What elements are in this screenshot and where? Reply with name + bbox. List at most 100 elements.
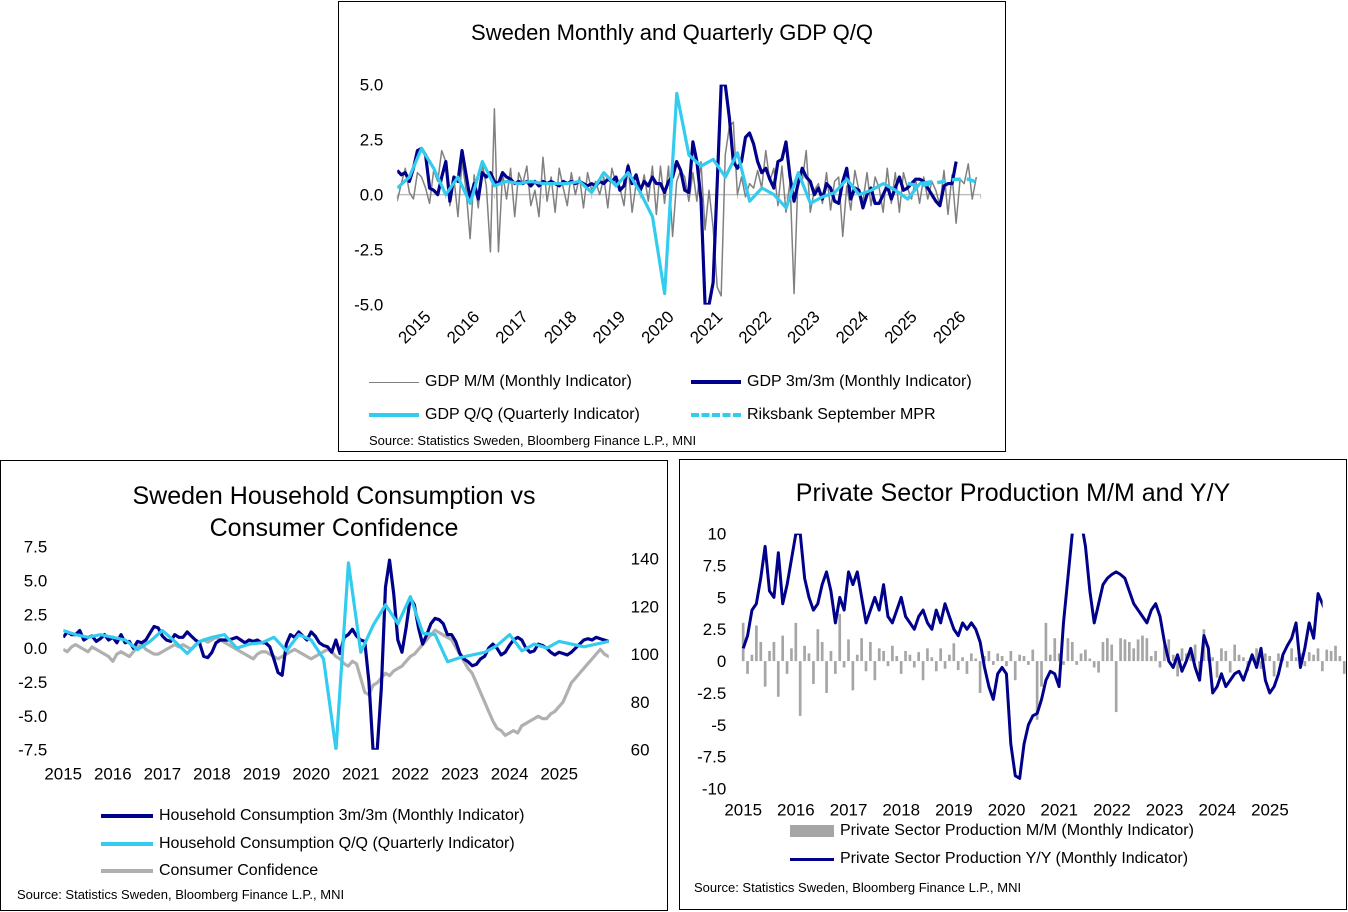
bar-production-mm — [912, 661, 916, 668]
bar-production-mm — [948, 654, 951, 662]
bar-production-mm — [1290, 648, 1293, 662]
legend-label: GDP Q/Q (Quarterly Indicator) — [425, 406, 640, 423]
bar-production-mm — [1110, 644, 1114, 662]
bar-production-mm — [1171, 654, 1175, 662]
bar-production-mm — [1101, 641, 1105, 662]
legend-riksbank: Riksbank September MPR — [691, 406, 936, 424]
bar-production-mm — [772, 641, 776, 662]
bar-production-mm — [939, 648, 943, 662]
bar-production-mm — [1062, 661, 1065, 665]
x-tick-label: 2022 — [735, 307, 775, 347]
x-tick-label: 2020 — [988, 800, 1026, 819]
bar-production-mm — [904, 650, 907, 662]
x-tick-label: 2020 — [292, 765, 330, 784]
x-tick-label: 2017 — [830, 800, 868, 819]
y-tick-label: 5 — [717, 588, 726, 607]
bar-production-mm — [829, 650, 833, 662]
legend-confidence: Consumer Confidence — [101, 862, 318, 880]
series-gdp-mm — [397, 108, 978, 297]
x-tick-label: 2016 — [777, 800, 815, 819]
bar-production-mm — [1136, 639, 1140, 662]
bar-production-mm — [974, 658, 978, 662]
y-tick-label: -10 — [702, 780, 726, 799]
bar-production-mm — [1119, 638, 1122, 662]
consumption-title-line-2: Consumer Confidence — [209, 514, 459, 542]
bar-production-mm — [1145, 638, 1149, 662]
bar-production-mm — [1167, 639, 1171, 662]
x-tick-label: 2025 — [540, 765, 578, 784]
legend-swatch — [691, 413, 741, 417]
y-left-tick-label: 0.0 — [24, 639, 48, 658]
bar-production-mm — [1342, 661, 1346, 674]
y-tick-label: 2.5 — [703, 620, 727, 639]
legend-swatch — [101, 869, 153, 873]
bar-production-mm — [785, 661, 789, 674]
bar-production-mm — [899, 661, 903, 674]
bar-production-mm — [1285, 661, 1289, 668]
x-tick-label: 2015 — [44, 765, 82, 784]
series-gdp-qq — [397, 91, 933, 296]
bar-production-mm — [1027, 661, 1030, 665]
x-tick-label: 2017 — [144, 765, 182, 784]
bar-production-mm — [1176, 661, 1179, 677]
bar-production-mm — [895, 656, 899, 662]
legend-cons-qq: Household Consumption Q/Q (Quarterly Ind… — [101, 835, 515, 853]
bar-production-mm — [908, 654, 912, 662]
x-tick-label: 2020 — [638, 307, 678, 347]
legend-gdp-3m3m: GDP 3m/3m (Monthly Indicator) — [691, 373, 972, 391]
bar-production-mm — [1141, 635, 1144, 662]
bar-production-mm — [1044, 622, 1048, 662]
y-right-tick-label: 60 — [631, 741, 650, 760]
bar-production-mm — [847, 639, 850, 662]
bar-production-mm — [1211, 657, 1215, 662]
series-production-yy — [741, 533, 1323, 780]
bar-production-mm — [1255, 648, 1258, 662]
gdp-source: Source: Statistics Sweden, Bloomberg Fin… — [369, 433, 697, 448]
legend-prod-mm: Private Sector Production M/M (Monthly I… — [790, 822, 1194, 840]
bar-production-mm — [952, 643, 956, 662]
y-tick-label: 2.5 — [360, 131, 384, 150]
bar-production-mm — [1325, 649, 1329, 662]
bar-production-mm — [969, 653, 973, 662]
bar-production-mm — [987, 650, 991, 662]
bar-production-mm — [1259, 661, 1263, 669]
x-tick-label: 2019 — [589, 307, 629, 347]
bar-production-mm — [978, 661, 982, 693]
bar-production-mm — [1048, 654, 1052, 662]
bar-production-mm — [763, 661, 767, 687]
y-left-tick-label: -7.5 — [18, 741, 47, 760]
bar-production-mm — [1079, 653, 1083, 662]
bar-production-mm — [1180, 648, 1184, 662]
y-right-tick-label: 80 — [631, 693, 650, 712]
bar-production-mm — [750, 654, 754, 662]
bar-production-mm — [807, 653, 811, 662]
x-tick-label: 2022 — [1093, 800, 1131, 819]
bar-production-mm — [882, 650, 885, 662]
x-tick-label: 2018 — [882, 800, 920, 819]
bar-production-mm — [838, 613, 842, 662]
x-tick-label: 2017 — [492, 307, 532, 347]
x-tick-label: 2016 — [94, 765, 132, 784]
legend-label: Household Consumption Q/Q (Quarterly Ind… — [159, 835, 515, 852]
bar-production-mm — [1277, 653, 1280, 662]
bar-production-mm — [921, 661, 925, 681]
x-tick-label: 2024 — [832, 307, 872, 347]
legend-swatch — [790, 825, 834, 837]
y-right-tick-label: 120 — [631, 597, 659, 616]
y-tick-label: -2.5 — [354, 241, 383, 260]
bar-production-mm — [965, 661, 969, 674]
x-tick-label: 2023 — [1146, 800, 1184, 819]
bar-production-mm — [1220, 648, 1223, 662]
bar-production-mm — [1294, 657, 1298, 662]
legend-label: GDP M/M (Monthly Indicator) — [425, 373, 632, 390]
y-tick-label: -5.0 — [354, 296, 383, 315]
bar-production-mm — [776, 661, 780, 697]
x-tick-label: 2024 — [1198, 800, 1236, 819]
y-tick-label: 0.0 — [360, 186, 384, 205]
x-tick-label: 2021 — [686, 307, 726, 347]
bar-production-mm — [1097, 661, 1100, 673]
y-tick-label: 0 — [717, 652, 726, 671]
bar-production-mm — [934, 661, 938, 672]
